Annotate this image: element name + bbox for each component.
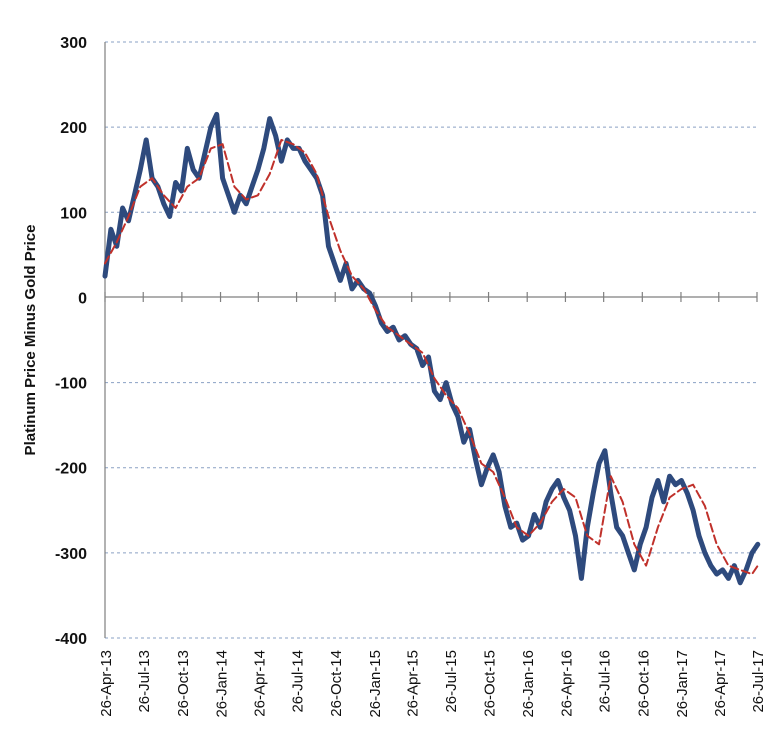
x-tick-label: 26-Jul-17	[750, 650, 767, 713]
x-tick-label: 26-Jan-16	[520, 650, 537, 718]
x-tick-label: 26-Oct-15	[482, 650, 499, 717]
y-tick-label: 100	[60, 205, 87, 222]
gridlines	[105, 41, 757, 639]
x-tick-label: 26-Jan-14	[214, 650, 231, 718]
x-tick-label: 26-Apr-16	[558, 650, 575, 717]
x-tick-labels: 26-Apr-13 26-Jul-13 26-Oct-13 26-Jan-14 26-A…	[98, 650, 767, 718]
y-tick-label: -100	[55, 376, 87, 393]
x-tick-label: 26-Oct-16	[635, 650, 652, 717]
x-tick-label: 26-Jan-17	[674, 650, 691, 718]
spread-series-line	[102, 111, 761, 586]
y-tick-label: -200	[55, 461, 87, 478]
x-tick-label: 26-Apr-17	[712, 650, 729, 717]
x-tick-label: 26-Apr-14	[251, 650, 268, 717]
x-tick-label: 26-Jul-15	[443, 650, 460, 713]
axes	[104, 42, 758, 638]
series	[102, 111, 761, 586]
y-axis-title: Platinum Price Minus Gold Price	[22, 225, 39, 456]
average-series-line	[104, 138, 759, 576]
y-tick-label: 0	[78, 290, 87, 307]
y-tick-label: 200	[60, 120, 87, 137]
x-tick-label: 26-Jul-13	[136, 650, 153, 713]
x-tick-label: 26-Jul-14	[290, 650, 307, 713]
x-tick-label: 26-Jan-15	[367, 650, 384, 718]
x-tick-label: 26-Oct-14	[328, 650, 345, 717]
x-tick-label: 26-Oct-13	[175, 650, 192, 717]
y-tick-label: 300	[60, 35, 87, 52]
y-tick-label: -400	[55, 631, 87, 648]
x-tick-label: 26-Jul-16	[597, 650, 614, 713]
x-tick-label: 26-Apr-13	[98, 650, 115, 717]
y-tick-labels: -400 -300 -200 -100 0 100 200 300	[55, 35, 87, 648]
y-tick-label: -300	[55, 546, 87, 563]
x-tick-label: 26-Apr-15	[405, 650, 422, 717]
